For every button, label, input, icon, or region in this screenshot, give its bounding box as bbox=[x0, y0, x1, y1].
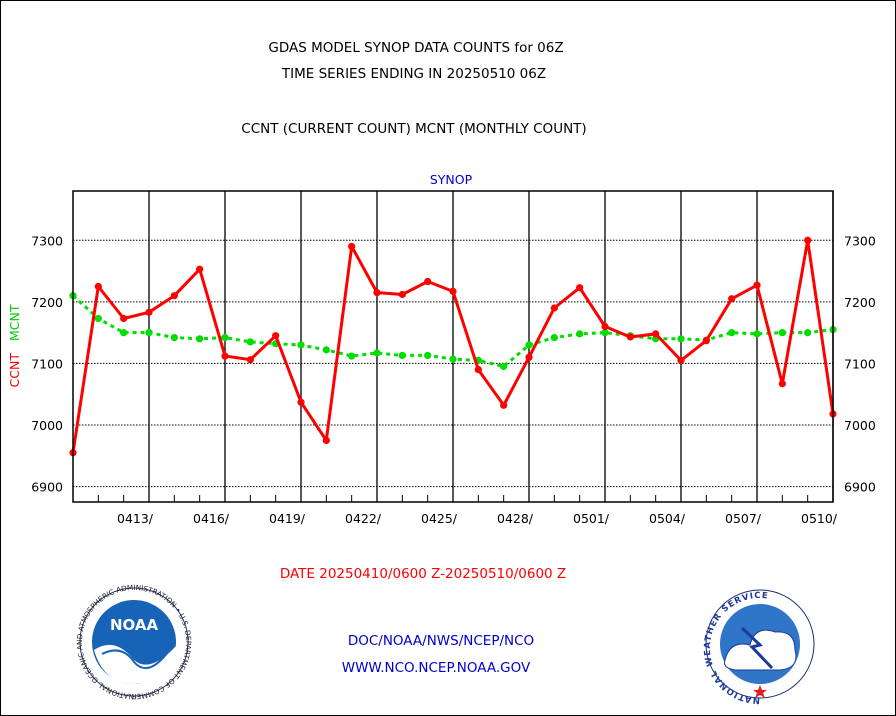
y-tick-label-right: 7200 bbox=[844, 295, 876, 310]
data-point-ccnt bbox=[322, 436, 330, 445]
data-point-mcnt bbox=[804, 329, 812, 337]
data-point-mcnt bbox=[525, 341, 533, 349]
x-tick-label: 0507/ bbox=[725, 511, 762, 526]
plot-area: 6900 6900 7000 7000 7100 7100 7200 7200 7300 7300… bbox=[31, 190, 876, 526]
data-point-mcnt bbox=[500, 362, 508, 371]
data-point-ccnt bbox=[550, 304, 558, 312]
data-point-mcnt bbox=[601, 329, 609, 337]
x-tick-label: 0419/ bbox=[269, 511, 306, 526]
data-point-ccnt bbox=[221, 352, 229, 360]
y-tick-label-right: 6900 bbox=[844, 480, 876, 495]
data-point-mcnt bbox=[449, 355, 457, 363]
data-point-ccnt bbox=[348, 242, 356, 251]
y-axis-title-mcnt: MCNT bbox=[7, 304, 22, 341]
x-tick-label: 0504/ bbox=[649, 511, 686, 526]
data-point-ccnt bbox=[272, 332, 280, 340]
data-point-ccnt bbox=[373, 289, 381, 297]
y-tick-label-left: 7100 bbox=[31, 356, 63, 371]
series-mcnt bbox=[69, 292, 837, 371]
data-point-ccnt bbox=[170, 292, 178, 300]
nws-logo: NATIONAL WEATHER SERVICE bbox=[703, 589, 815, 705]
data-point-mcnt bbox=[348, 352, 356, 360]
data-point-mcnt bbox=[196, 335, 204, 343]
y-axis-title-ccnt: CCNT bbox=[7, 353, 22, 388]
y-tick-label-right: 7300 bbox=[844, 233, 876, 248]
chart-title-line2: TIME SERIES ENDING IN 20250510 06Z bbox=[281, 66, 546, 82]
panel-title: SYNOP bbox=[430, 172, 473, 187]
x-tick-label: 0422/ bbox=[345, 511, 382, 526]
x-tick-label: 0425/ bbox=[421, 511, 458, 526]
y-tick-label-right: 7000 bbox=[844, 418, 876, 433]
data-point-mcnt bbox=[576, 330, 584, 338]
data-point-mcnt bbox=[753, 330, 761, 338]
data-point-ccnt bbox=[601, 322, 609, 331]
tick-layer: 6900 6900 7000 7000 7100 7100 7200 7200 7300 7300… bbox=[31, 233, 876, 526]
svg-text:CCNT MCNT: CCNT MCNT bbox=[7, 304, 22, 387]
noaa-logo-text: NOAA bbox=[110, 616, 159, 634]
data-point-ccnt bbox=[246, 356, 254, 364]
y-tick-label-right: 7100 bbox=[844, 356, 876, 371]
data-point-ccnt bbox=[753, 281, 761, 289]
x-tick-label: 0428/ bbox=[497, 511, 534, 526]
data-point-ccnt bbox=[474, 365, 482, 374]
data-point-mcnt bbox=[297, 341, 305, 349]
data-point-ccnt bbox=[94, 282, 102, 291]
x-tick-label: 0416/ bbox=[193, 511, 230, 526]
data-point-mcnt bbox=[778, 329, 786, 337]
data-point-mcnt bbox=[550, 333, 558, 342]
x-tick-label: 0510/ bbox=[801, 511, 838, 526]
data-point-ccnt bbox=[500, 401, 508, 409]
noaa-seal-text: NATIONAL OCEANIC AND ATMOSPHERIC ADMINIS… bbox=[0, 0, 193, 701]
x-tick-label: 0413/ bbox=[117, 511, 154, 526]
chart-title-line1: GDAS MODEL SYNOP DATA COUNTS for 06Z bbox=[268, 40, 563, 56]
chart-subtitle: CCNT (CURRENT COUNT) MCNT (MONTHLY COUNT… bbox=[241, 121, 586, 137]
data-point-ccnt bbox=[398, 290, 406, 299]
agency-link[interactable]: DOC/NOAA/NWS/NCEP/NCO bbox=[348, 633, 534, 649]
y-tick-label-left: 7200 bbox=[31, 295, 63, 310]
y-tick-label-left: 7000 bbox=[31, 418, 63, 433]
data-point-ccnt bbox=[297, 398, 305, 406]
data-point-ccnt bbox=[652, 330, 660, 338]
data-point-ccnt bbox=[677, 356, 685, 364]
data-point-ccnt bbox=[576, 284, 584, 292]
data-point-ccnt bbox=[424, 277, 432, 286]
y-tick-label-left: 6900 bbox=[31, 480, 63, 495]
data-point-mcnt bbox=[170, 333, 178, 342]
data-point-ccnt bbox=[196, 265, 204, 273]
data-point-ccnt bbox=[449, 287, 457, 295]
series-layer bbox=[69, 236, 837, 457]
data-point-ccnt bbox=[145, 308, 153, 316]
grid-layer bbox=[73, 191, 834, 502]
data-point-ccnt bbox=[525, 353, 533, 361]
data-point-ccnt bbox=[804, 236, 812, 244]
y-axis-title: CCNT MCNT bbox=[7, 304, 22, 387]
data-point-mcnt bbox=[677, 335, 685, 343]
data-point-ccnt bbox=[702, 337, 710, 345]
data-point-mcnt bbox=[728, 329, 736, 337]
data-point-ccnt bbox=[626, 333, 634, 341]
data-point-ccnt bbox=[120, 314, 128, 323]
y-tick-label-left: 7300 bbox=[31, 233, 63, 248]
series-ccnt bbox=[69, 236, 837, 457]
data-point-mcnt bbox=[322, 346, 330, 354]
x-tick-label: 0501/ bbox=[573, 511, 610, 526]
data-point-mcnt bbox=[221, 333, 229, 342]
noaa-logo: NATIONAL OCEANIC AND ATMOSPHERIC ADMINIS… bbox=[0, 0, 193, 701]
data-point-mcnt bbox=[246, 338, 254, 346]
data-point-mcnt bbox=[398, 351, 406, 360]
data-point-mcnt bbox=[145, 329, 153, 337]
data-point-mcnt bbox=[94, 314, 102, 323]
data-point-mcnt bbox=[373, 349, 381, 357]
data-point-ccnt bbox=[778, 380, 786, 388]
website-link[interactable]: WWW.NCO.NCEP.NOAA.GOV bbox=[342, 660, 531, 676]
plot-border bbox=[72, 190, 834, 503]
data-point-ccnt bbox=[728, 295, 736, 303]
data-point-mcnt bbox=[120, 329, 128, 337]
date-range: DATE 20250410/0600 Z-20250510/0600 Z bbox=[280, 566, 566, 582]
data-point-mcnt bbox=[424, 351, 432, 360]
